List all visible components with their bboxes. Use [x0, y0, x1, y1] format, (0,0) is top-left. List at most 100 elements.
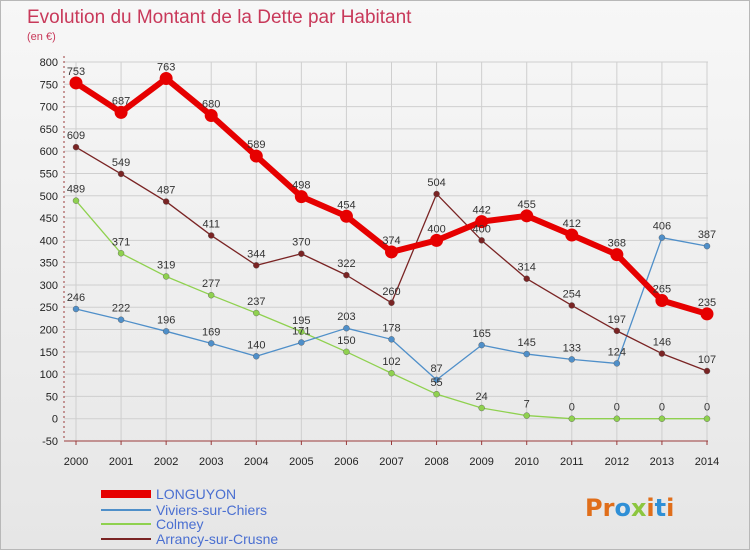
data-point: [117, 250, 125, 257]
data-label: 7: [524, 399, 530, 411]
data-label: 370: [292, 237, 310, 249]
data-label: 387: [698, 229, 716, 241]
data-label: 107: [698, 354, 716, 366]
y-tick-label: 750: [40, 79, 58, 91]
data-label: 197: [608, 314, 626, 326]
data-point: [568, 302, 575, 309]
chart-title: Evolution du Montant de la Dette par Hab…: [27, 7, 412, 28]
legend-label: Viviers-sur-Chiers: [156, 502, 267, 518]
data-point: [298, 328, 305, 335]
data-label: 374: [382, 235, 400, 247]
x-tick-label: 2013: [650, 456, 674, 468]
x-tick-label: 2010: [514, 456, 538, 468]
legend-label: LONGUYON: [156, 486, 236, 502]
logo-letter: x: [631, 494, 647, 522]
y-tick-label: 50: [46, 391, 58, 403]
data-label: 260: [382, 286, 400, 298]
axes: -500501001502002503003504004505005506006…: [40, 56, 719, 468]
data-label: 455: [518, 199, 536, 211]
y-tick-label: 600: [40, 146, 58, 158]
data-point: [523, 350, 530, 358]
x-tick-label: 2008: [424, 456, 448, 468]
data-label: 196: [157, 314, 175, 326]
data-label: 165: [472, 328, 490, 340]
data-point: [700, 307, 714, 321]
y-tick-label: 200: [40, 325, 58, 337]
data-point: [523, 275, 530, 282]
data-label: 222: [112, 303, 130, 315]
data-label: 442: [472, 205, 490, 217]
data-point: [658, 350, 666, 357]
data-point: [523, 412, 530, 419]
data-point: [568, 415, 575, 422]
data-label: 589: [247, 139, 265, 151]
data-label: 319: [157, 259, 175, 271]
data-label: 687: [112, 95, 130, 107]
x-tick-label: 2011: [560, 456, 584, 468]
data-label: 400: [427, 223, 445, 235]
data-point: [703, 415, 711, 422]
data-point: [343, 348, 350, 356]
data-label: 412: [563, 218, 581, 230]
legend-label: Colmey: [156, 516, 203, 532]
data-point: [114, 105, 128, 119]
data-point: [613, 360, 621, 367]
y-tick-label: 800: [40, 57, 58, 69]
data-label: 498: [292, 180, 310, 192]
x-tick-label: 2001: [109, 456, 133, 468]
data-label: 549: [112, 157, 130, 169]
data-point: [703, 367, 711, 375]
data-label: 133: [563, 342, 581, 354]
data-label: 145: [518, 337, 536, 349]
data-point: [204, 109, 218, 123]
y-tick-label: 100: [40, 369, 58, 381]
x-tick-label: 2000: [64, 456, 88, 468]
data-label: 753: [67, 66, 85, 78]
data-point: [478, 404, 485, 412]
data-label: 254: [563, 288, 581, 300]
logo-letter: o: [614, 494, 631, 522]
legend: LONGUYONViviers-sur-ChiersColmeyArrancy-…: [101, 486, 278, 547]
data-point: [69, 76, 83, 90]
data-label: 0: [569, 402, 575, 414]
data-point: [385, 245, 398, 259]
data-label: 140: [247, 339, 265, 351]
data-point: [72, 197, 80, 204]
data-point: [388, 336, 395, 343]
data-label: 178: [382, 322, 400, 334]
data-point: [613, 327, 621, 335]
data-point: [208, 340, 215, 347]
y-tick-label: 350: [40, 258, 58, 270]
x-tick-label: 2005: [289, 456, 313, 468]
y-tick-label: 250: [40, 302, 58, 314]
data-point: [72, 143, 80, 151]
y-tick-label: 0: [52, 414, 58, 426]
data-label: 411: [202, 218, 220, 230]
data-point: [253, 262, 260, 269]
logo-letter: Pr: [585, 494, 615, 522]
data-label: 55: [430, 377, 442, 389]
data-label: 150: [337, 335, 355, 347]
data-point: [117, 316, 125, 323]
chart-subtitle: (en €): [27, 31, 56, 43]
y-tick-label: 400: [40, 235, 58, 247]
data-label: 314: [518, 262, 536, 274]
data-point: [478, 237, 485, 244]
data-label: 680: [202, 99, 220, 111]
data-label: 0: [704, 402, 710, 414]
data-point: [159, 71, 173, 85]
data-point: [339, 209, 353, 223]
data-point: [388, 370, 395, 377]
data-label: 146: [653, 337, 671, 349]
data-point: [298, 250, 305, 257]
data-label: 265: [653, 284, 671, 296]
y-tick-label: 300: [40, 280, 58, 292]
data-label: 763: [157, 61, 175, 73]
data-label: 487: [157, 185, 175, 197]
data-label: 195: [292, 315, 310, 327]
data-label: 169: [202, 326, 220, 338]
data-label: 371: [112, 236, 130, 248]
data-label: 368: [608, 238, 626, 250]
data-label: 24: [476, 391, 488, 403]
